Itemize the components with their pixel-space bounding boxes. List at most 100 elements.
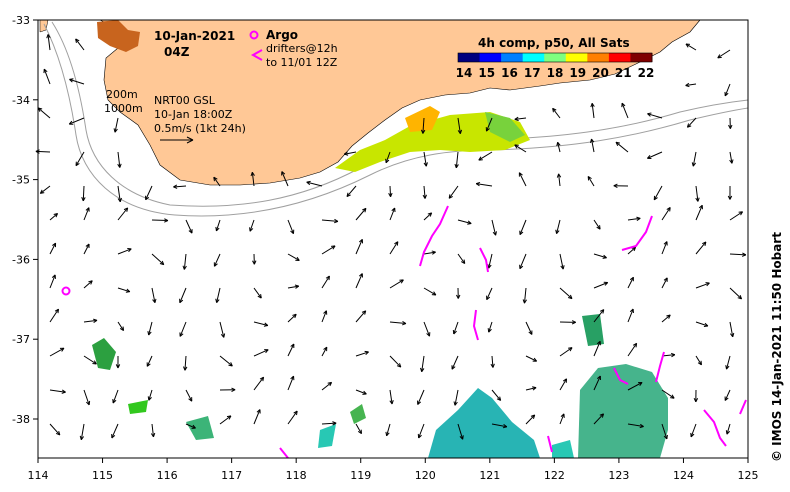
current-arrow [519,253,527,270]
current-arrow [519,219,527,236]
current-arrow [355,350,369,357]
contour-1000m-label: 1000m [104,102,143,115]
current-arrow [417,423,425,439]
current-arrow [117,207,129,221]
current-arrow [559,347,573,357]
current-arrow [691,151,697,167]
current-arrow [49,242,57,255]
current-arrow [661,389,675,399]
current-arrow [422,185,427,199]
current-arrow [615,141,629,153]
sst-patch-small [318,424,336,448]
current-arrow [724,389,731,401]
colorbar-tick-label: 19 [569,66,586,80]
current-arrow [487,253,493,269]
current-arrow [287,313,297,323]
current-arrow [627,216,641,221]
sst-patch-south-west [92,338,116,370]
current-arrow [321,346,328,357]
current-arrow [453,389,459,406]
current-arrow [355,389,367,395]
current-arrow [253,376,265,391]
current-arrow [346,185,357,198]
sst-patch-c [350,404,366,424]
current-arrow [423,287,437,296]
current-arrow [661,423,668,440]
current-arrow [287,219,295,235]
sst-patch-east [578,364,668,458]
map-time: 04Z [164,45,190,59]
current-arrow [525,414,536,425]
colorbar-tick-label: 20 [592,66,609,80]
current-arrow [46,34,51,51]
current-arrow [456,287,461,299]
sst-patch-east-small [552,440,574,458]
sst-patch-a [128,400,148,414]
current-arrow [695,355,702,366]
current-arrow [75,38,85,51]
current-arrow [627,423,644,429]
current-arrow [146,355,153,367]
current-arrow [385,423,391,437]
argo-float-marker [61,286,71,296]
x-tick-label: 117 [221,469,242,482]
y-tick-label: -38 [12,413,30,426]
current-arrow [420,355,425,373]
current-arrow [355,273,363,289]
current-arrow [729,252,747,257]
current-arrow [321,275,330,289]
x-tick-label: 123 [608,469,629,482]
current-arrow [287,343,295,357]
current-arrow [49,423,61,436]
colorbar-tick-label: 18 [547,66,564,80]
current-arrow [253,409,261,425]
current-arrow [112,389,119,404]
current-arrow [653,185,663,201]
current-arrow [83,355,97,365]
current-arrow [448,185,459,199]
current-arrow [555,219,561,235]
source-label: NRT00 GSL [154,94,216,107]
map-frame [37,19,749,459]
contour-200m-label: 200m [106,88,138,101]
current-arrow [147,321,153,336]
current-arrow [151,218,169,223]
current-arrow [486,287,493,301]
current-arrow [321,381,333,391]
colorbar-tick-label: 17 [524,66,541,80]
x-tick-label: 125 [738,469,759,482]
drifter-legend-line1: drifters@12h [266,42,338,55]
x-tick-label: 118 [286,469,307,482]
sst-patch-shelf [335,112,530,172]
current-arrow [593,340,601,357]
current-arrow [728,117,733,129]
current-arrow [725,423,731,435]
x-tick-label: 115 [92,469,113,482]
scale-label: 0.5m/s (1kt 24h) [154,122,246,135]
current-arrow [525,355,538,362]
current-arrow [306,180,323,187]
current-arrow [621,102,629,119]
y-tick-label: -36 [12,253,30,266]
current-arrow [213,176,221,187]
drifter-track [279,447,289,459]
argo-legend-icon [249,30,259,40]
current-arrow [185,389,193,402]
current-arrow [249,219,255,232]
sst-patch-b [186,416,214,440]
y-tick-label: -37 [12,333,30,346]
sst-patch-green [485,112,525,142]
current-arrow [661,241,668,255]
current-arrow [113,117,119,133]
current-arrow [522,287,527,304]
map-date: 10-Jan-2021 [154,29,235,43]
current-arrow [145,185,153,201]
current-arrow [321,310,328,323]
drifter-track [655,351,665,383]
current-arrow [68,117,85,125]
current-arrow [49,308,60,323]
current-arrow [355,310,367,323]
current-arrow [627,276,634,289]
current-arrow [355,238,364,255]
current-arrow [253,287,262,299]
